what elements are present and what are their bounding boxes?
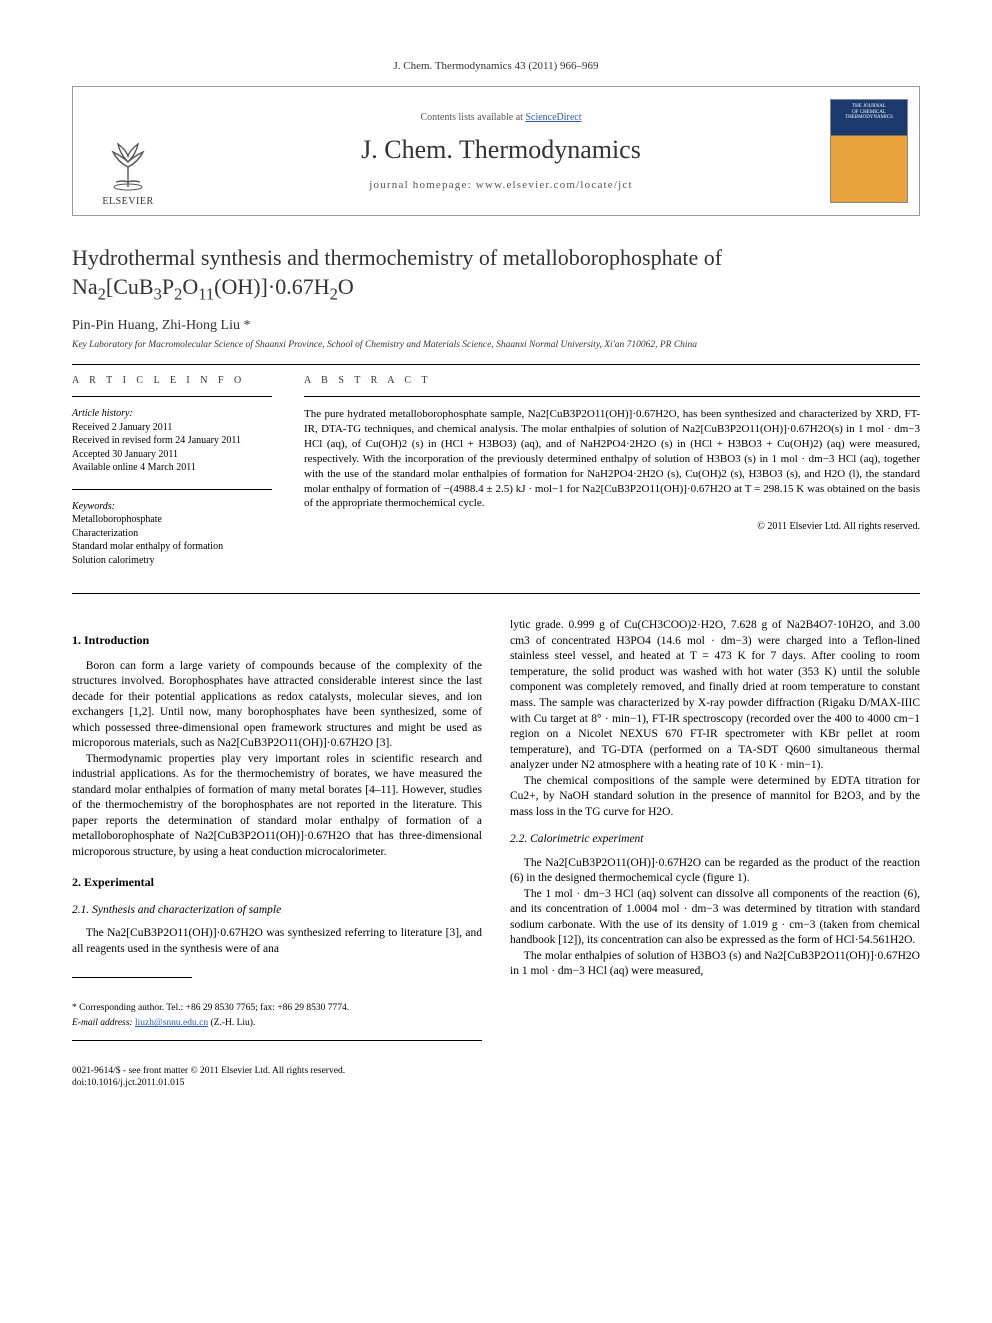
history-received: Received 2 January 2011 [72,421,272,435]
keyword-1: Metalloborophosphate [72,513,272,527]
rule-abstract [304,396,920,397]
front-matter-block: 0021-9614/$ - see front matter © 2011 El… [72,1065,482,1090]
history-label: Article history: [72,407,272,421]
body-two-column: 1. Introduction Boron can form a large v… [72,618,920,1089]
keywords-label: Keywords: [72,500,272,514]
affiliation: Key Laboratory for Macromolecular Scienc… [72,340,920,350]
elsevier-tree-icon [98,132,158,192]
section-1-heading: 1. Introduction [72,632,482,648]
authors-line: Pin-Pin Huang, Zhi-Hong Liu * [72,318,920,334]
abstract-text: The pure hydrated metalloborophosphate s… [304,407,920,511]
doi-line: doi:10.1016/j.jct.2011.01.015 [72,1077,482,1089]
s22-p3: The molar enthalpies of solution of H3BO… [510,949,920,980]
email-suffix: (Z.-H. Liu). [208,1018,255,1028]
s21-p2: The chemical compositions of the sample … [510,774,920,821]
section-2-2-heading: 2.2. Calorimetric experiment [510,832,920,848]
history-revised: Received in revised form 24 January 2011 [72,434,272,448]
article-title: Hydrothermal synthesis and thermochemist… [72,244,920,304]
footer-full-rule [72,1040,482,1041]
homepage-url: www.elsevier.com/locate/jct [476,179,633,191]
article-history-block: Article history: Received 2 January 2011… [72,407,272,475]
section-2-heading: 2. Experimental [72,874,482,890]
section-2-1-heading: 2.1. Synthesis and characterization of s… [72,903,482,919]
abstract-copyright: © 2011 Elsevier Ltd. All rights reserved… [304,521,920,532]
article-info-column: A R T I C L E I N F O Article history: R… [72,375,272,581]
rule-info-1 [72,396,272,397]
column-footer-block: * Corresponding author. Tel.: +86 29 853… [72,977,482,1089]
publisher-logo-block: ELSEVIER [73,87,183,215]
info-abstract-row: A R T I C L E I N F O Article history: R… [72,375,920,581]
email-line: E-mail address: liuzh@snnu.edu.cn (Z.-H.… [72,1017,482,1029]
cover-line3: THERMODYNAMICS [835,115,903,121]
front-matter: 0021-9614/$ - see front matter © 2011 El… [72,1065,482,1077]
rule-top [72,364,920,365]
article-info-label: A R T I C L E I N F O [72,375,272,386]
s1-p1: Boron can form a large variety of compou… [72,659,482,752]
header-citation: J. Chem. Thermodynamics 43 (2011) 966–96… [72,60,920,72]
history-online: Available online 4 March 2011 [72,461,272,475]
s21-p1b: lytic grade. 0.999 g of Cu(CH3COO)2·H2O,… [510,618,920,773]
contents-available-line: Contents lists available at ScienceDirec… [420,112,581,123]
rule-bottom [72,593,920,594]
abstract-label: A B S T R A C T [304,375,920,386]
abstract-column: A B S T R A C T The pure hydrated metall… [304,375,920,581]
keywords-block: Keywords: Metalloborophosphate Character… [72,500,272,568]
rule-info-2 [72,489,272,490]
s22-p1: The Na2[CuB3P2O11(OH)]·0.67H2O can be re… [510,856,920,887]
banner-right: THE JOURNAL OF CHEMICAL THERMODYNAMICS [819,87,919,215]
sciencedirect-link[interactable]: ScienceDirect [525,112,581,123]
email-label: E-mail address: [72,1018,133,1028]
corresponding-author: * Corresponding author. Tel.: +86 29 853… [72,1002,482,1014]
banner-center: Contents lists available at ScienceDirec… [183,87,819,215]
s22-p2: The 1 mol · dm−3 HCl (aq) solvent can di… [510,887,920,949]
keyword-2: Characterization [72,527,272,541]
homepage-line: journal homepage: www.elsevier.com/locat… [369,179,632,191]
corresponding-footer: * Corresponding author. Tel.: +86 29 853… [72,1002,482,1030]
history-accepted: Accepted 30 January 2011 [72,448,272,462]
keyword-4: Solution calorimetry [72,554,272,568]
s1-p2: Thermodynamic properties play very impor… [72,752,482,861]
elsevier-label: ELSEVIER [102,196,153,207]
contents-prefix: Contents lists available at [420,112,525,123]
email-link[interactable]: liuzh@snnu.edu.cn [135,1018,208,1028]
journal-name: J. Chem. Thermodynamics [361,135,641,165]
journal-cover-thumbnail: THE JOURNAL OF CHEMICAL THERMODYNAMICS [830,99,908,203]
s21-p1a: The Na2[CuB3P2O11(OH)]·0.67H2O was synth… [72,926,482,957]
journal-banner: ELSEVIER Contents lists available at Sci… [72,86,920,216]
homepage-prefix: journal homepage: [369,179,476,191]
footnote-rule [72,977,192,978]
keyword-3: Standard molar enthalpy of formation [72,540,272,554]
